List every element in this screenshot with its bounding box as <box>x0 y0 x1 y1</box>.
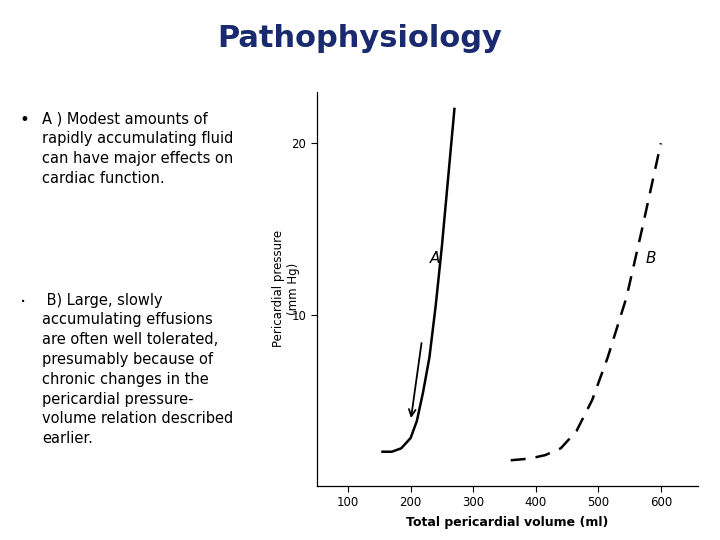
X-axis label: Total pericardial volume (ml): Total pericardial volume (ml) <box>406 516 609 529</box>
Text: ·: · <box>20 293 26 312</box>
Text: •: • <box>20 111 30 129</box>
Text: Pathophysiology: Pathophysiology <box>217 24 503 53</box>
Text: B: B <box>645 251 656 266</box>
Text: A ) Modest amounts of
rapidly accumulating fluid
can have major effects on
cardi: A ) Modest amounts of rapidly accumulati… <box>42 111 233 186</box>
Y-axis label: Pericardial pressure
(mm Hg): Pericardial pressure (mm Hg) <box>272 231 300 347</box>
Text: B) Large, slowly
accumulating effusions
are often well tolerated,
presumably bec: B) Large, slowly accumulating effusions … <box>42 293 233 446</box>
Text: A: A <box>429 251 440 266</box>
